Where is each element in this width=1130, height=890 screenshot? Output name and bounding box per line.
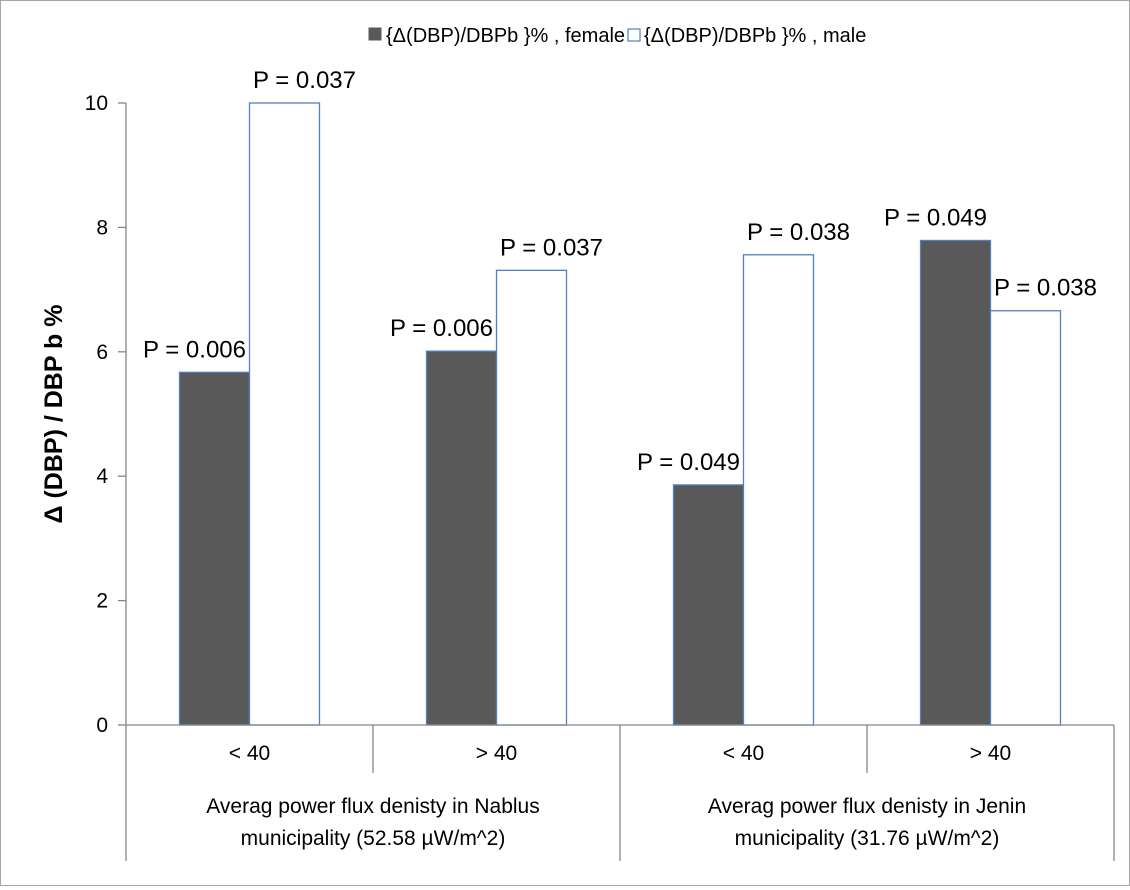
y-tick-label: 8 xyxy=(96,216,108,239)
p-value-label: P = 0.049 xyxy=(637,449,740,476)
y-tick-label: 2 xyxy=(96,590,108,613)
x-axis: < 40 > 40 < 40 > 40 Averag power flux denist… xyxy=(125,724,1115,861)
y-tick-label: 6 xyxy=(96,341,108,364)
y-tick-label: 0 xyxy=(96,714,108,737)
bar-male-3 xyxy=(989,310,1062,726)
legend-swatch-female xyxy=(368,27,382,41)
x-group-label: municipality (52.58 µW/m^2) xyxy=(241,827,506,850)
bar-female-0 xyxy=(178,371,251,726)
y-tick-label: 10 xyxy=(85,92,108,115)
bar-male-2 xyxy=(742,254,815,726)
bar-female-3 xyxy=(919,239,992,726)
p-value-label: P = 0.006 xyxy=(390,315,493,342)
p-value-label: P = 0.037 xyxy=(253,67,356,94)
p-value-label: P = 0.049 xyxy=(884,204,987,231)
legend-label-female: {Δ(DBP)/DBPb }% , female xyxy=(386,25,625,47)
x-category-label: < 40 xyxy=(723,742,764,765)
x-category-label: > 40 xyxy=(970,742,1011,765)
bar-female-1 xyxy=(425,350,498,726)
y-axis: 0 2 4 6 8 10 xyxy=(85,92,127,737)
value-labels: P = 0.006 P = 0.037 P = 0.006 P = 0.037 P = … xyxy=(143,67,1097,476)
legend-swatch-male xyxy=(627,28,641,42)
bar-female-2 xyxy=(672,484,745,726)
p-value-label: P = 0.038 xyxy=(994,275,1097,302)
x-group-label: Averag power flux denisty in Nablus xyxy=(206,795,539,818)
p-value-label: P = 0.006 xyxy=(143,336,246,363)
x-group-label: municipality (31.76 µW/m^2) xyxy=(735,827,1000,850)
legend-label-male: {Δ(DBP)/DBPb }% , male xyxy=(644,25,866,47)
p-value-label: P = 0.037 xyxy=(500,234,603,261)
bars xyxy=(178,102,1062,726)
y-axis-title: Δ (DBP) / DBP b % xyxy=(40,305,68,524)
p-value-label: P = 0.038 xyxy=(747,219,850,246)
x-category-label: < 40 xyxy=(229,742,270,765)
x-category-label: > 40 xyxy=(476,742,517,765)
y-tick-label: 4 xyxy=(96,465,108,488)
legend: {Δ(DBP)/DBPb }% , female {Δ(DBP)/DBPb }%… xyxy=(368,25,866,47)
bar-male-0 xyxy=(248,102,321,726)
x-group-label: Averag power flux denisty in Jenin xyxy=(708,795,1026,818)
bar-male-1 xyxy=(495,269,568,726)
